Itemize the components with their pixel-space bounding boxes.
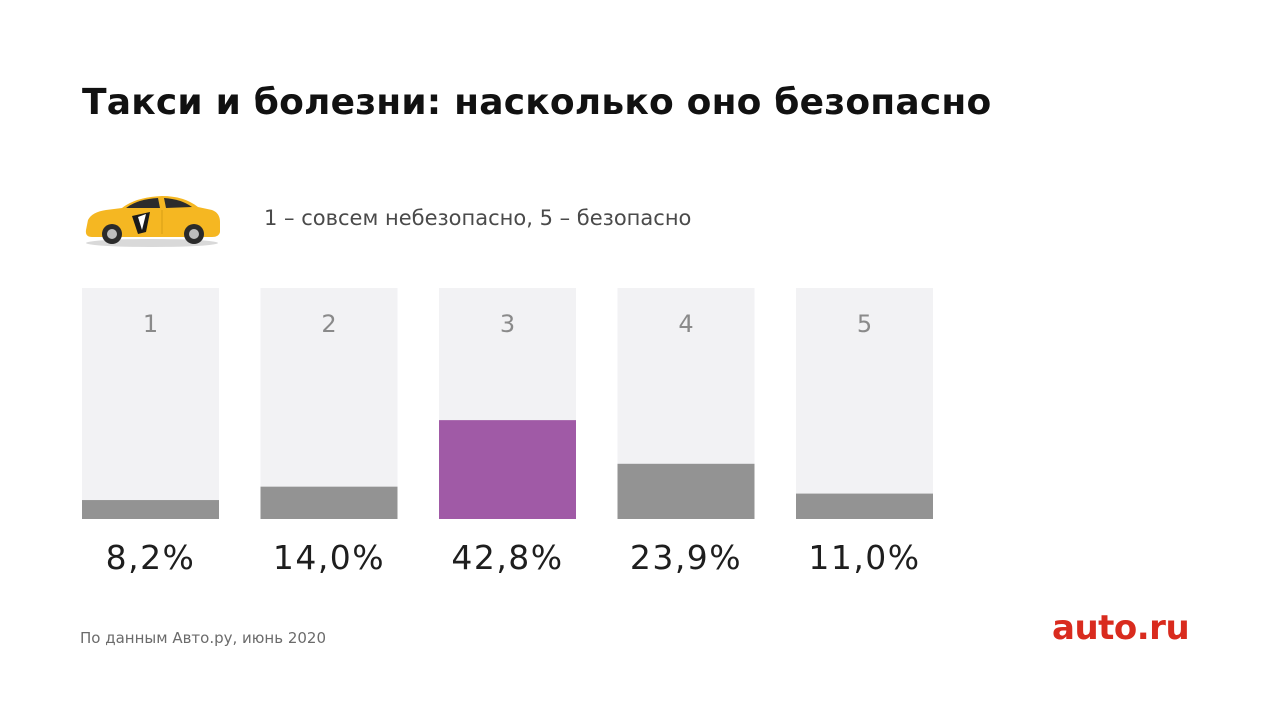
value-label-1: 8,2% bbox=[106, 538, 196, 577]
scale-note: 1 – совсем небезопасно, 5 – безопасно bbox=[264, 206, 692, 230]
source-note: По данным Авто.ру, июнь 2020 bbox=[80, 629, 327, 647]
bar-4 bbox=[617, 463, 755, 519]
bar-track-5 bbox=[796, 288, 933, 519]
value-label-2: 14,0% bbox=[273, 538, 385, 577]
bar-track-2 bbox=[260, 288, 398, 519]
category-label-2: 2 bbox=[321, 310, 336, 338]
category-label-5: 5 bbox=[857, 310, 872, 338]
page-title: Такси и болезни: насколько оно безопасно bbox=[82, 82, 992, 123]
bar-3 bbox=[439, 420, 576, 519]
bar-1 bbox=[82, 500, 219, 519]
category-label-1: 1 bbox=[143, 310, 158, 338]
value-label-3: 42,8% bbox=[451, 538, 563, 577]
value-label-5: 11,0% bbox=[808, 538, 920, 577]
category-label-3: 3 bbox=[500, 310, 515, 338]
brand-logo: auto.ru bbox=[1052, 608, 1190, 648]
bar-2 bbox=[260, 486, 398, 519]
value-label-4: 23,9% bbox=[630, 538, 742, 577]
taxi-car-icon bbox=[85, 196, 220, 247]
category-label-4: 4 bbox=[678, 310, 693, 338]
bar-5 bbox=[796, 493, 933, 519]
bar-track-1 bbox=[82, 288, 219, 519]
